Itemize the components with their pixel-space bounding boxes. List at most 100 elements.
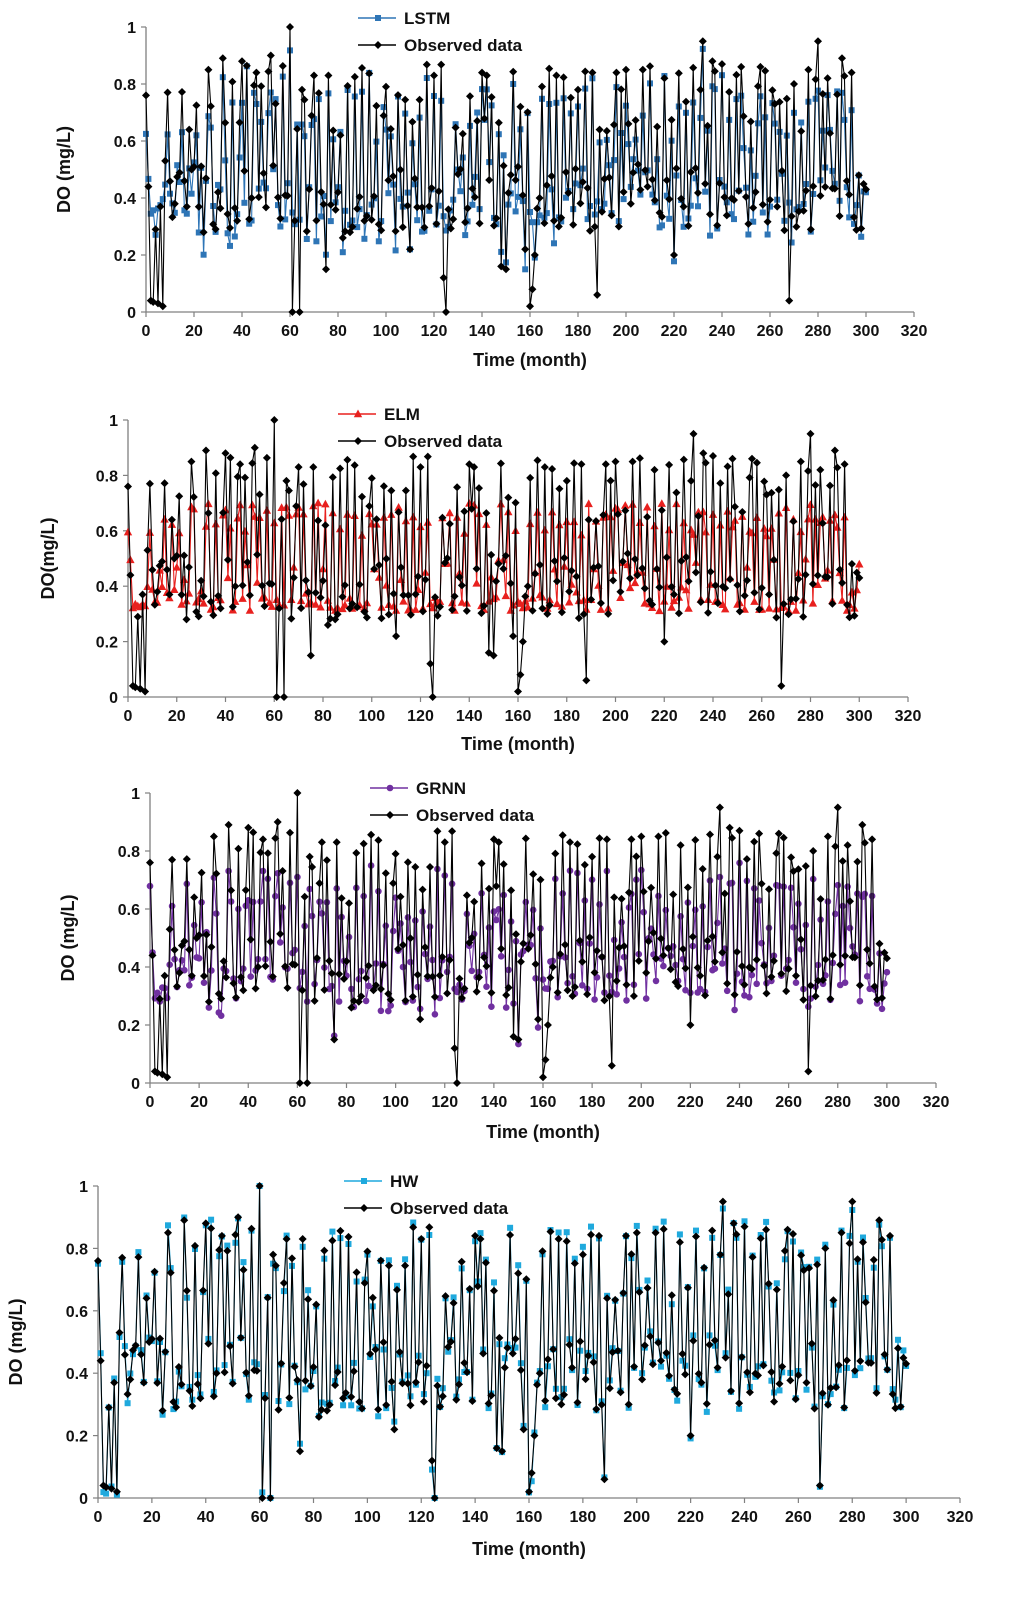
data-point (228, 602, 237, 611)
data-point (205, 1004, 213, 1011)
data-point (594, 562, 603, 571)
data-point (664, 525, 674, 534)
data-point (232, 993, 240, 1002)
data-point (838, 54, 846, 63)
data-point (643, 1284, 652, 1292)
data-point (695, 203, 701, 210)
data-point (282, 1235, 291, 1243)
data-point (455, 573, 464, 582)
data-point (660, 596, 669, 605)
data-point (794, 1371, 803, 1380)
data-point (738, 962, 746, 971)
data-point (242, 61, 251, 70)
data-point (311, 600, 320, 608)
data-point (309, 463, 318, 472)
x-tick-label: 240 (731, 1509, 758, 1526)
data-point (868, 892, 876, 900)
data-point (266, 1494, 275, 1502)
data-point (146, 858, 154, 867)
data-point (482, 962, 491, 971)
data-point (521, 592, 530, 601)
y-tick-label: 0 (109, 690, 118, 707)
data-point (612, 68, 621, 77)
data-point (147, 210, 154, 217)
data-point (477, 1230, 484, 1237)
data-point (398, 1379, 407, 1388)
data-point (506, 606, 515, 614)
data-point (409, 452, 418, 461)
data-point (675, 103, 682, 110)
data-point (331, 205, 340, 214)
data-point (662, 176, 671, 185)
data-point (565, 1340, 574, 1349)
data-point (434, 865, 441, 873)
data-point (235, 118, 244, 127)
data-point (843, 184, 850, 191)
data-point (401, 486, 410, 495)
data-point (374, 1405, 383, 1414)
data-point (276, 214, 285, 223)
data-point (738, 508, 747, 516)
data-point (869, 1255, 878, 1264)
data-point (204, 997, 213, 1006)
data-point (658, 212, 666, 221)
data-point (853, 1255, 862, 1264)
data-point (245, 606, 255, 614)
data-point (258, 1494, 267, 1502)
data-point (399, 596, 408, 605)
data-point (133, 612, 142, 621)
data-point (168, 855, 177, 864)
data-point (187, 971, 196, 980)
data-point (377, 226, 386, 235)
x-tick-label: 180 (565, 323, 592, 340)
data-point (747, 965, 756, 973)
data-point (143, 582, 152, 590)
data-point (201, 1219, 210, 1228)
data-point (370, 565, 379, 573)
data-point (589, 1358, 598, 1367)
data-point (216, 604, 225, 613)
data-point (153, 1378, 162, 1387)
data-point (184, 588, 194, 597)
data-point (595, 125, 604, 134)
data-point (247, 973, 254, 980)
data-point (474, 109, 481, 116)
data-point (860, 838, 869, 847)
data-point (302, 227, 311, 236)
data-point (729, 1219, 738, 1228)
data-point (679, 202, 688, 211)
data-point (185, 125, 194, 134)
data-point (299, 480, 308, 489)
x-tick-label: 40 (233, 323, 251, 340)
data-point (774, 829, 783, 838)
data-point (512, 208, 519, 215)
data-point (707, 232, 713, 239)
data-point (755, 605, 764, 614)
data-point (746, 993, 753, 1001)
data-point (235, 500, 245, 509)
data-point (384, 610, 393, 619)
x-tick-label: 180 (553, 708, 580, 725)
data-point (218, 54, 227, 63)
data-point (678, 1349, 687, 1358)
data-point (440, 838, 449, 847)
legend-marker (361, 1178, 367, 1184)
data-point (183, 880, 191, 888)
data-point (257, 898, 264, 905)
data-point (568, 992, 577, 1000)
data-point (623, 997, 630, 1004)
data-point (765, 924, 773, 932)
data-point (878, 1005, 886, 1013)
data-point (363, 1247, 372, 1256)
data-point (413, 203, 422, 212)
data-point (467, 122, 473, 129)
data-point (411, 863, 420, 871)
data-point (644, 937, 653, 946)
data-point (380, 104, 387, 111)
data-point (198, 899, 205, 906)
data-point (394, 503, 403, 511)
data-point (688, 932, 697, 941)
data-point (495, 1333, 504, 1342)
data-point (147, 1334, 156, 1343)
data-point (245, 215, 254, 224)
